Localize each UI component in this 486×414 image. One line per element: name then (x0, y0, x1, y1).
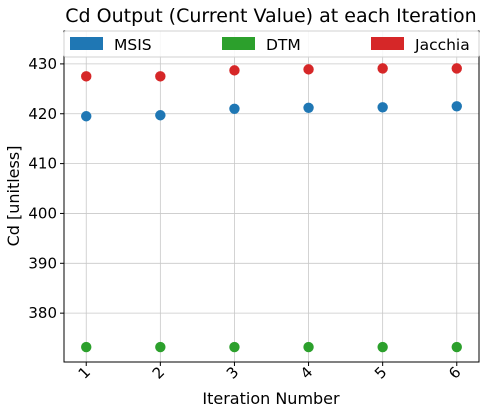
x-tick-label: 6 (445, 363, 464, 382)
legend-swatch-dtm (222, 37, 255, 50)
y-tick-label: 400 (28, 204, 57, 222)
y-axis-label: Cd [unitless] (4, 146, 23, 247)
y-tick-label: 380 (28, 304, 57, 322)
jacchia-point (377, 63, 388, 74)
jacchia-point (155, 71, 166, 82)
msis-point (155, 110, 166, 121)
msis-point (229, 103, 240, 114)
legend-label-msis: MSIS (114, 36, 152, 54)
legend-label-dtm: DTM (266, 36, 301, 54)
jacchia-point (229, 65, 240, 76)
chart-title: Cd Output (Current Value) at each Iterat… (65, 5, 476, 27)
plot-frame (63, 30, 480, 363)
jacchia-point (303, 64, 314, 75)
legend-label-jacchia: Jacchia (414, 36, 470, 54)
dtm-point (451, 341, 462, 353)
legend: MSIS DTM Jacchia (63, 30, 480, 58)
dtm-point (81, 341, 92, 353)
msis-point (81, 111, 92, 122)
msis-point (377, 102, 388, 113)
legend-swatch-msis (70, 37, 103, 50)
y-tick-label: 430 (28, 55, 57, 73)
msis-point (303, 102, 314, 113)
y-tick-label: 410 (28, 155, 57, 173)
x-tick-label: 1 (75, 363, 94, 382)
dtm-point (377, 341, 388, 353)
x-tick-label: 2 (149, 363, 168, 382)
x-tick-label: 3 (223, 363, 242, 382)
msis-point (451, 101, 462, 112)
grid-layer (64, 31, 479, 362)
x-axis-label: Iteration Number (202, 389, 340, 408)
jacchia-point (451, 63, 462, 74)
dtm-point (229, 341, 240, 353)
y-tick-label: 390 (28, 254, 57, 272)
y-tick-label: 420 (28, 105, 57, 123)
legend-swatch-jacchia (371, 37, 404, 50)
x-tick-label: 5 (371, 363, 390, 382)
jacchia-point (81, 71, 92, 82)
x-tick-label: 4 (297, 363, 316, 382)
dtm-point (155, 341, 166, 353)
points-layer (81, 63, 462, 353)
ticks-layer: 1 2 3 4 5 6 380 390 400 410 420 430 (28, 55, 464, 383)
dtm-point (303, 341, 314, 353)
